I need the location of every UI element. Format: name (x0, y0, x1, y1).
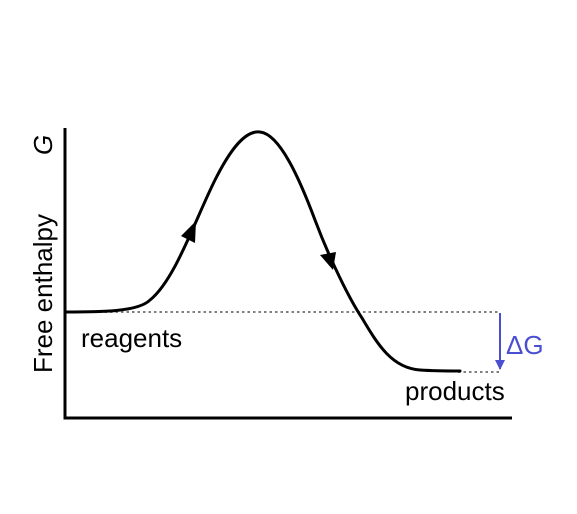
delta-g-label: ΔG (506, 330, 544, 360)
ascending-arrow-icon (181, 221, 196, 243)
reaction-curve (64, 130, 462, 373)
reagents-label: reagents (81, 323, 182, 353)
y-axis-label: Free enthalpy (28, 214, 58, 373)
y-axis-symbol: G (28, 135, 58, 155)
products-label: products (405, 376, 505, 406)
descending-arrow-icon (320, 252, 336, 270)
